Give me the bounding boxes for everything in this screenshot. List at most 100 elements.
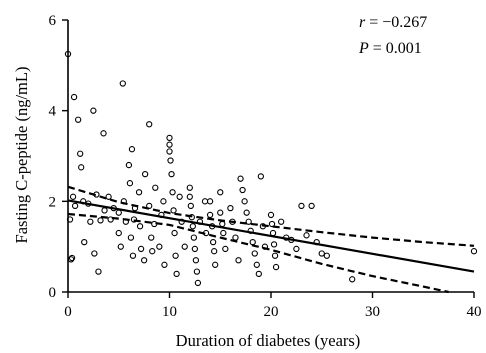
data-point-22: [107, 216, 114, 223]
x-axis-title: Duration of diabetes (years): [176, 331, 361, 350]
data-point-100: [251, 250, 258, 257]
data-point-34: [129, 252, 137, 259]
data-point-59: [171, 229, 178, 237]
data-point-93: [237, 175, 244, 182]
data-point-78: [206, 198, 214, 205]
data-point-15: [91, 250, 98, 257]
data-point-54: [166, 148, 173, 155]
data-point-82: [211, 248, 218, 255]
data-point-42: [146, 121, 153, 128]
data-point-106: [267, 211, 275, 219]
data-point-50: [160, 198, 167, 205]
data-point-48: [156, 243, 163, 250]
data-point-118: [308, 202, 315, 210]
data-point-43: [146, 202, 153, 210]
x-tick-label-20: 20: [264, 304, 279, 320]
data-point-13: [87, 218, 94, 225]
data-point-61: [173, 270, 180, 278]
data-point-44: [148, 234, 155, 241]
data-point-72: [192, 257, 200, 264]
data-point-102: [255, 270, 262, 278]
r-symbol: r: [359, 14, 366, 31]
data-point-120: [318, 250, 325, 257]
ci-lower-line: [67, 212, 449, 294]
data-point-89: [227, 204, 234, 212]
data-point-97: [245, 218, 252, 225]
data-point-91: [232, 234, 239, 241]
data-point-24: [115, 229, 122, 237]
data-point-81: [209, 238, 217, 246]
x-tick-label-40: 40: [467, 304, 482, 320]
data-point-99: [249, 238, 256, 246]
data-point-55: [167, 157, 174, 164]
data-point-116: [298, 202, 305, 210]
r-value: = −0.267: [365, 14, 427, 31]
data-point-69: [189, 223, 196, 230]
data-point-108: [269, 229, 277, 237]
data-point-101: [253, 261, 260, 268]
data-point-41: [141, 170, 149, 178]
p-value: = 0.001: [369, 40, 422, 57]
data-point-68: [188, 214, 195, 221]
regression-line: [67, 199, 475, 273]
data-point-112: [277, 218, 285, 225]
y-tick-label-2: 2: [49, 194, 57, 210]
data-point-64: [181, 243, 188, 250]
data-point-14: [90, 107, 97, 114]
data-point-35: [130, 216, 138, 223]
data-point-123: [470, 248, 478, 255]
data-point-85: [217, 209, 224, 216]
x-tick-label-10: 10: [162, 304, 177, 320]
data-point-11: [81, 238, 88, 246]
ticks-layer: 0 2 4 6 0 10 20 30 40: [49, 13, 482, 320]
data-point-9: [78, 164, 85, 171]
data-point-107: [268, 220, 276, 228]
data-point-47: [152, 184, 159, 191]
data-point-111: [272, 263, 280, 271]
data-point-37: [135, 189, 143, 196]
x-tick-label-30: 30: [365, 304, 380, 320]
correlation-annotation: r = −0.267: [359, 14, 427, 31]
data-point-32: [127, 234, 135, 241]
data-point-19: [100, 130, 107, 137]
data-point-4: [70, 93, 78, 101]
data-point-67: [187, 202, 194, 210]
data-point-53: [166, 141, 173, 148]
data-point-62: [176, 193, 183, 200]
data-point-94: [239, 186, 246, 194]
data-point-83: [212, 261, 219, 268]
data-point-117: [303, 232, 310, 239]
ci-upper-line: [67, 185, 475, 247]
data-point-8: [77, 150, 84, 157]
y-tick-label-0: 0: [49, 285, 57, 301]
data-point-71: [191, 245, 199, 253]
data-point-95: [241, 198, 248, 205]
data-point-74: [194, 279, 202, 287]
data-point-57: [169, 189, 176, 196]
data-point-33: [128, 146, 136, 153]
data-point-70: [190, 234, 198, 241]
y-tick-label-4: 4: [49, 104, 57, 120]
data-point-103: [257, 173, 264, 180]
p-symbol: P: [358, 40, 369, 57]
data-point-115: [293, 245, 300, 253]
data-point-17: [95, 268, 102, 275]
data-point-73: [193, 268, 201, 275]
data-point-6: [68, 254, 76, 262]
data-point-5: [71, 202, 79, 210]
data-point-30: [125, 161, 133, 169]
x-tick-label-0: 0: [64, 304, 72, 320]
data-point-58: [170, 207, 177, 214]
data-point-88: [222, 245, 229, 253]
data-point-20: [101, 207, 108, 214]
data-point-79: [206, 211, 214, 219]
data-point-39: [137, 245, 145, 253]
data-point-122: [349, 276, 356, 283]
y-axis-title: Fasting C-peptide (ng/mL): [12, 67, 31, 244]
data-point-26: [117, 243, 124, 250]
data-point-56: [168, 170, 175, 178]
data-point-40: [140, 257, 148, 264]
data-point-110: [271, 252, 279, 259]
points-layer: [64, 50, 478, 287]
